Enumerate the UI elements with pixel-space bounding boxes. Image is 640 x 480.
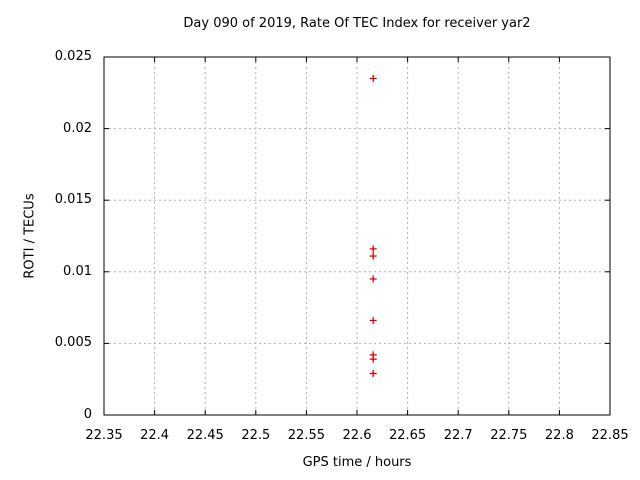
x-tick-label: 22.65 (388, 428, 427, 443)
y-tick-label: 0.015 (54, 192, 92, 208)
y-tick-label: 0.02 (63, 120, 92, 136)
x-tick-label: 22.45 (186, 428, 224, 443)
plot-border (103, 56, 611, 416)
x-tick-label: 22.75 (490, 428, 528, 443)
x-tick-label: 22.7 (443, 428, 473, 443)
chart-title: Day 090 of 2019, Rate Of TEC Index for r… (183, 16, 531, 31)
y-tick-label: 0.01 (63, 263, 92, 279)
x-tick-label: 22.55 (287, 428, 325, 443)
y-tick-label: 0 (83, 407, 92, 422)
x-axis-label: GPS time / hours (302, 455, 412, 470)
x-tick-label: 22.6 (342, 428, 372, 443)
x-tick-label: 22.4 (140, 428, 170, 443)
y-tick-label: 0.005 (54, 335, 92, 351)
y-tick-label: 0.025 (54, 49, 92, 64)
x-tick-label: 22.35 (85, 428, 123, 443)
x-tick-label: 22.85 (591, 428, 629, 443)
x-tick-label: 22.8 (544, 428, 574, 443)
x-tick-label: 22.5 (241, 428, 271, 443)
